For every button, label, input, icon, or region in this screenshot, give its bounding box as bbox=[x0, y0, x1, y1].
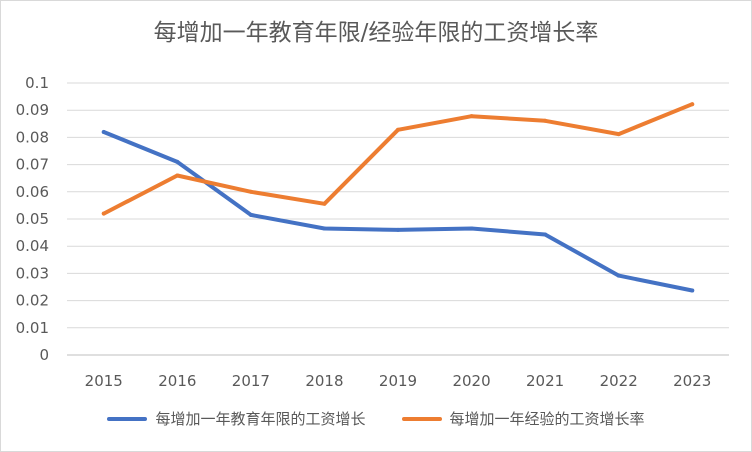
legend-label-experience: 每增加一年经验的工资增长率 bbox=[449, 410, 645, 428]
y-tick-label: 0.08 bbox=[16, 128, 49, 146]
y-tick-label: 0.06 bbox=[16, 183, 49, 201]
x-tick-label: 2023 bbox=[673, 372, 711, 390]
y-tick-label: 0.07 bbox=[16, 156, 49, 174]
y-tick-label: 0.1 bbox=[25, 74, 49, 92]
legend: 每增加一年教育年限的工资增长 每增加一年经验的工资增长率 bbox=[1, 408, 751, 429]
gridlines bbox=[67, 82, 729, 356]
x-tick-label: 2016 bbox=[158, 372, 196, 390]
data-point bbox=[322, 226, 327, 231]
data-point bbox=[690, 288, 695, 293]
data-point bbox=[469, 114, 474, 119]
data-point bbox=[690, 102, 695, 107]
data-point bbox=[248, 189, 253, 194]
series-line-education bbox=[101, 130, 695, 293]
data-point bbox=[469, 226, 474, 231]
x-tick-label: 2020 bbox=[452, 372, 490, 390]
series-lines bbox=[101, 102, 695, 293]
data-point bbox=[101, 211, 106, 216]
data-point bbox=[175, 159, 180, 164]
y-tick-label: 0.09 bbox=[16, 101, 49, 119]
data-point bbox=[101, 129, 106, 134]
y-tick-label: 0.04 bbox=[16, 237, 49, 255]
data-point bbox=[616, 273, 621, 278]
data-point bbox=[175, 173, 180, 178]
y-tick-label: 0.01 bbox=[16, 319, 49, 337]
y-tick-label: 0.03 bbox=[16, 264, 49, 282]
x-tick-label: 2022 bbox=[600, 372, 638, 390]
data-point bbox=[322, 201, 327, 206]
x-tick-label: 2018 bbox=[305, 372, 343, 390]
x-tick-label: 2017 bbox=[232, 372, 270, 390]
x-tick-label: 2021 bbox=[526, 372, 564, 390]
data-point bbox=[616, 132, 621, 137]
legend-swatch-education bbox=[107, 416, 148, 421]
data-point bbox=[543, 232, 548, 237]
x-tick-label: 2019 bbox=[379, 372, 417, 390]
series-line-experience bbox=[101, 102, 695, 216]
data-point bbox=[396, 227, 400, 232]
y-tick-label: 0.02 bbox=[16, 292, 49, 310]
x-tick-label: 2015 bbox=[85, 372, 123, 390]
legend-swatch-experience bbox=[401, 416, 442, 421]
axis-labels: 0 0.01 0.02 0.03 0.04 0.05 0.06 0.07 0.08 0.09 0.1… bbox=[16, 74, 712, 390]
chart-title: 每增加一年教育年限/经验年限的工资增长率 bbox=[153, 20, 599, 46]
data-point bbox=[248, 212, 253, 217]
legend-label-education: 每增加一年教育年限的工资增长 bbox=[155, 410, 366, 428]
y-tick-label: 0 bbox=[39, 346, 49, 364]
legend-item-experience: 每增加一年经验的工资增长率 bbox=[401, 408, 645, 429]
data-point bbox=[396, 127, 400, 132]
legend-item-education: 每增加一年教育年限的工资增长 bbox=[107, 408, 366, 429]
data-point bbox=[543, 118, 548, 123]
y-tick-label: 0.05 bbox=[16, 210, 49, 228]
